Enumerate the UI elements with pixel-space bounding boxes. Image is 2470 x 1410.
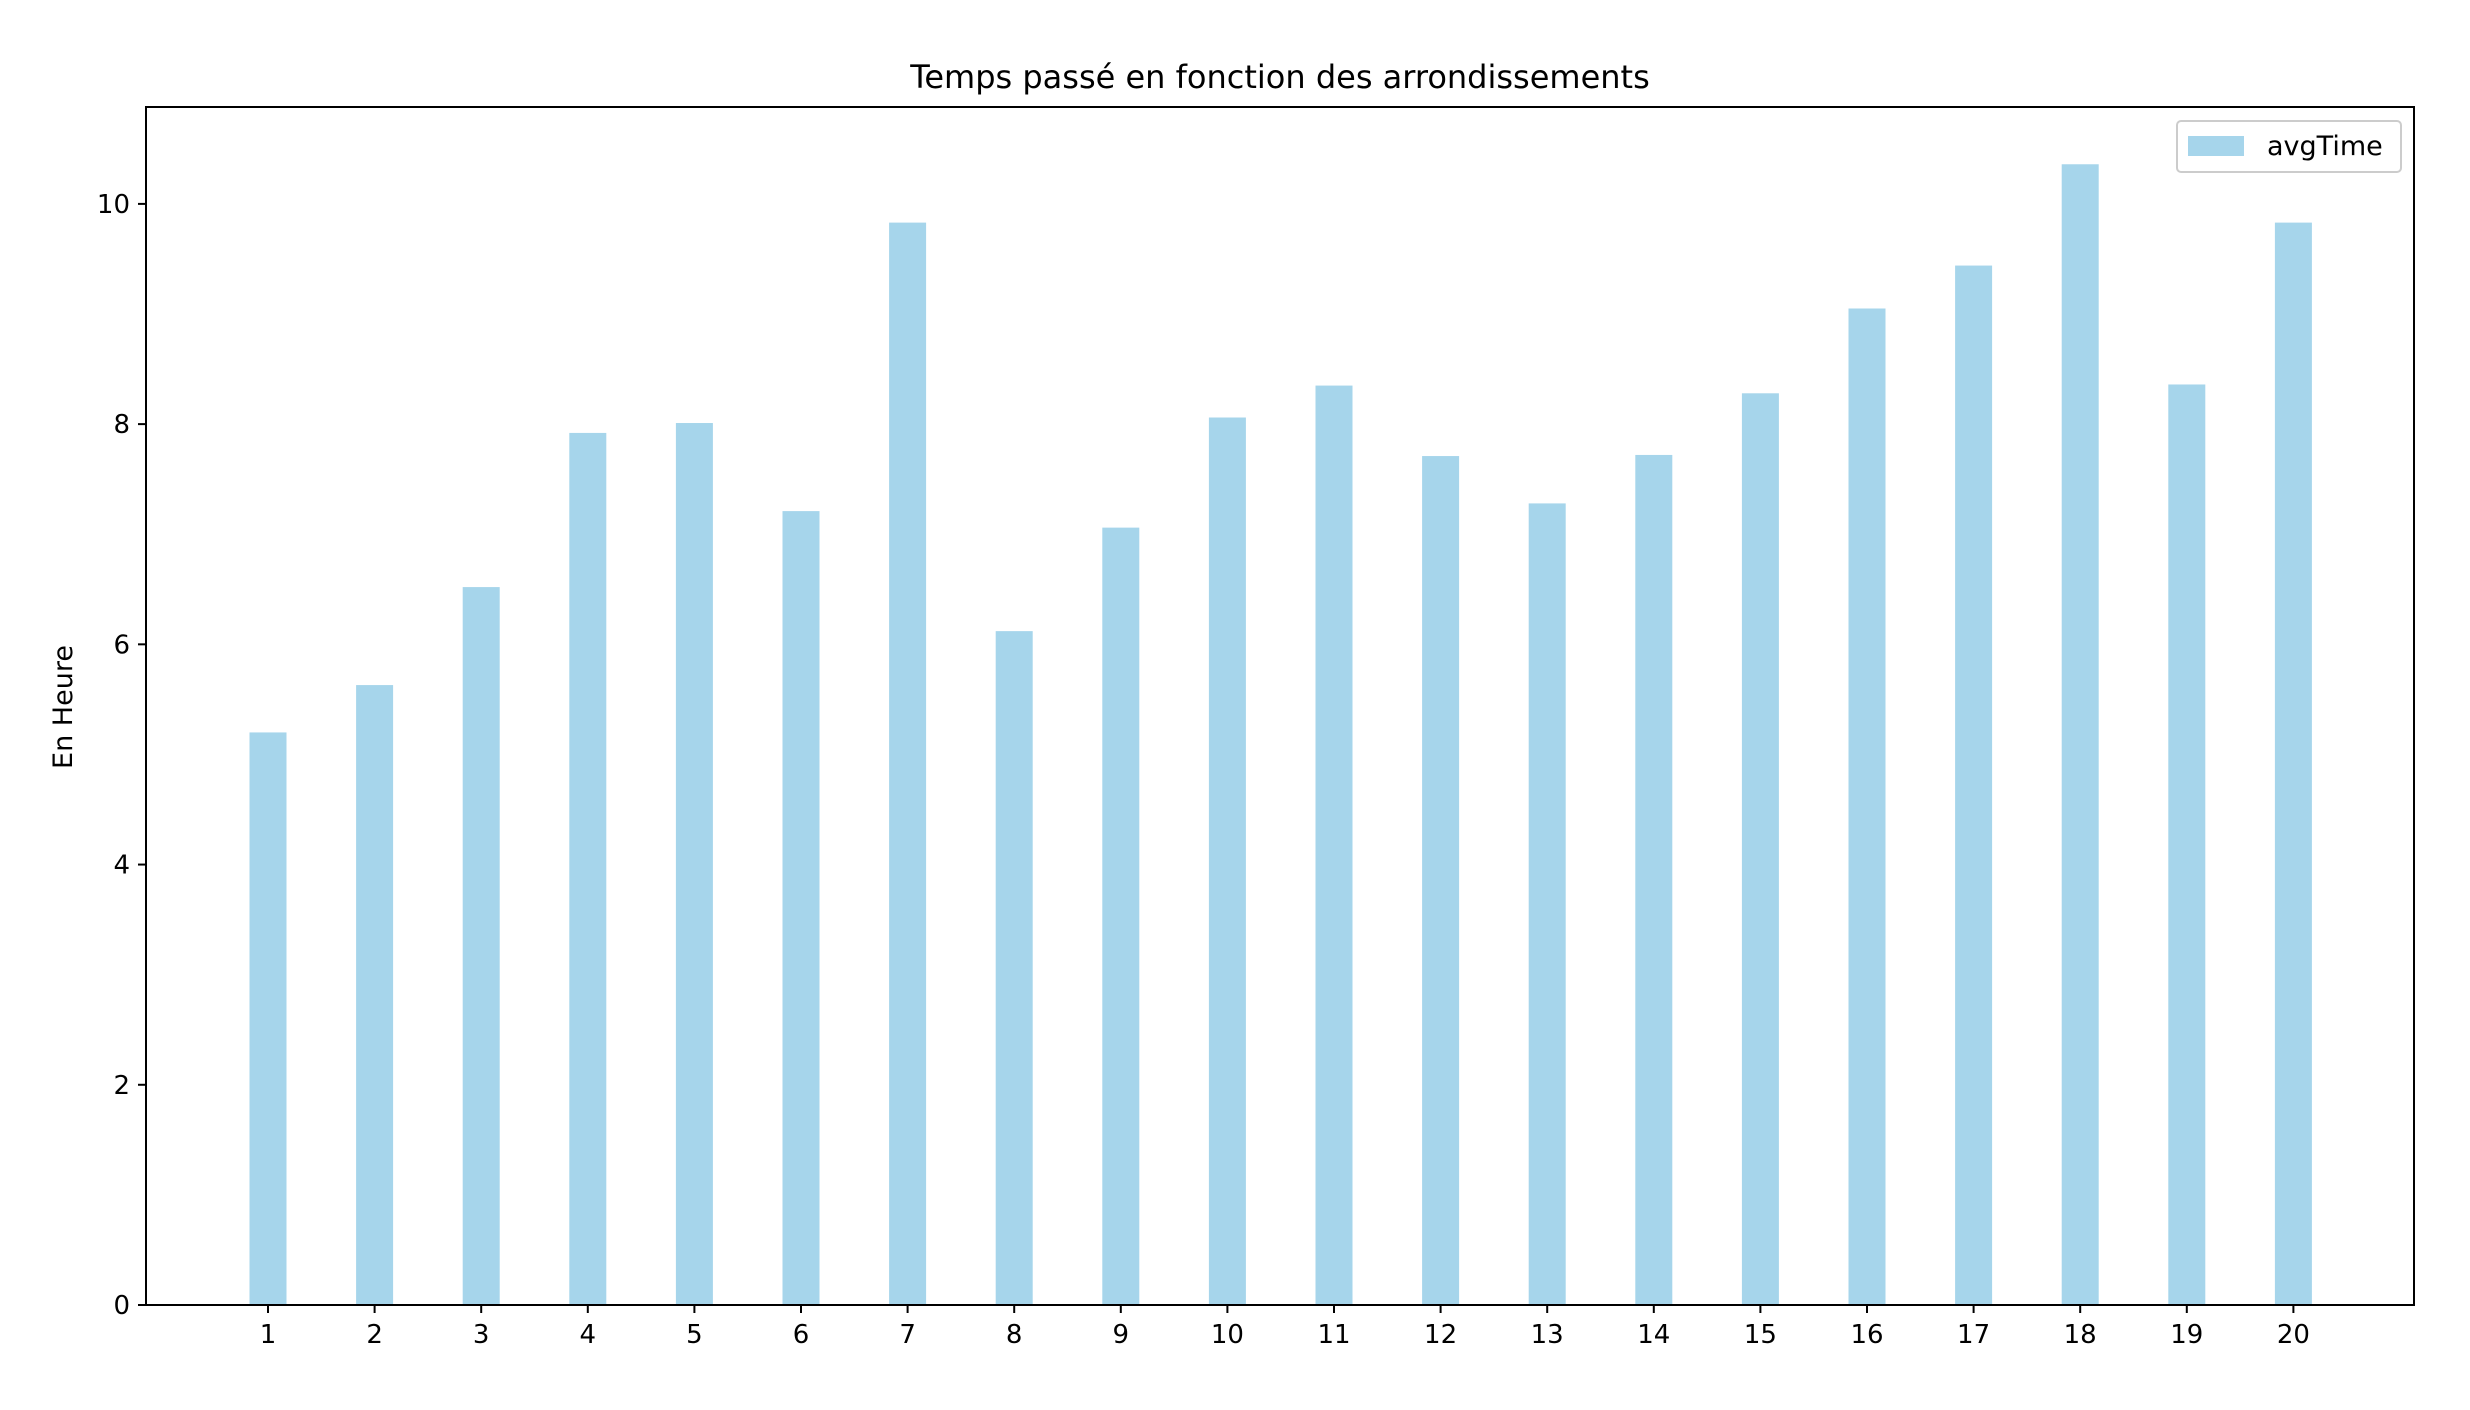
bar-5: [675, 423, 713, 1305]
bar-20: [2274, 222, 2312, 1305]
x-tick-label: 5: [686, 1320, 703, 1350]
bar-12: [1422, 456, 1460, 1305]
bar-2: [356, 685, 394, 1305]
legend-label: avgTime: [2267, 131, 2383, 162]
y-axis-label: En Heure: [48, 645, 79, 769]
chart-title: Temps passé en fonction des arrondisseme…: [909, 58, 1650, 96]
legend: avgTime: [2176, 120, 2402, 173]
y-axis-ticks: 0 2 4 6 8 10: [97, 190, 146, 1321]
x-tick-label: 20: [2277, 1320, 2310, 1350]
legend-box: [2176, 120, 2402, 173]
x-tick-label: 12: [1424, 1320, 1457, 1350]
y-tick-label: 0: [113, 1291, 130, 1321]
y-tick-label: 10: [97, 190, 130, 220]
x-tick-label: 2: [366, 1320, 383, 1350]
x-tick-label: 3: [473, 1320, 490, 1350]
x-tick-label: 13: [1531, 1320, 1564, 1350]
bar-14: [1635, 454, 1673, 1306]
x-tick-label: 16: [1850, 1320, 1883, 1350]
bar-16: [1848, 308, 1886, 1305]
x-tick-label: 19: [2170, 1320, 2203, 1350]
x-tick-label: 6: [793, 1320, 810, 1350]
bar-3: [462, 587, 500, 1305]
bar-19: [2168, 384, 2206, 1306]
legend-swatch: [2188, 136, 2244, 156]
bar-17: [1955, 265, 1993, 1305]
x-tick-label: 7: [899, 1320, 916, 1350]
bar-15: [1741, 393, 1779, 1306]
bar-13: [1528, 503, 1566, 1305]
x-tick-label: 14: [1637, 1320, 1670, 1350]
bar-8: [995, 631, 1033, 1305]
bar-18: [2061, 164, 2099, 1306]
x-tick-label: 17: [1957, 1320, 1990, 1350]
y-tick-label: 2: [113, 1071, 130, 1101]
y-tick-label: 6: [113, 630, 130, 660]
x-tick-label: 4: [580, 1320, 597, 1350]
x-tick-label: 11: [1317, 1320, 1350, 1350]
bar-4: [569, 432, 607, 1305]
x-tick-label: 1: [260, 1320, 277, 1350]
bar-9: [1102, 527, 1140, 1305]
x-tick-label: 9: [1113, 1320, 1130, 1350]
plot-frame: [145, 106, 2415, 1306]
bar-11: [1315, 385, 1353, 1305]
x-tick-label: 10: [1211, 1320, 1244, 1350]
x-tick-label: 8: [1006, 1320, 1023, 1350]
x-tick-label: 18: [2064, 1320, 2097, 1350]
y-tick-label: 4: [113, 851, 130, 881]
bar-7: [889, 222, 927, 1305]
x-tick-label: 15: [1744, 1320, 1777, 1350]
bars-layer: [249, 164, 2312, 1306]
y-tick-label: 8: [113, 410, 130, 440]
bar-1: [249, 732, 287, 1305]
x-axis-ticks: 1 2 3 4 5 6 7 8 9 10 11 12 13 14 15 16 17 18 19 20: [260, 1305, 2310, 1350]
bar-6: [782, 511, 820, 1306]
bar-10: [1208, 417, 1246, 1306]
